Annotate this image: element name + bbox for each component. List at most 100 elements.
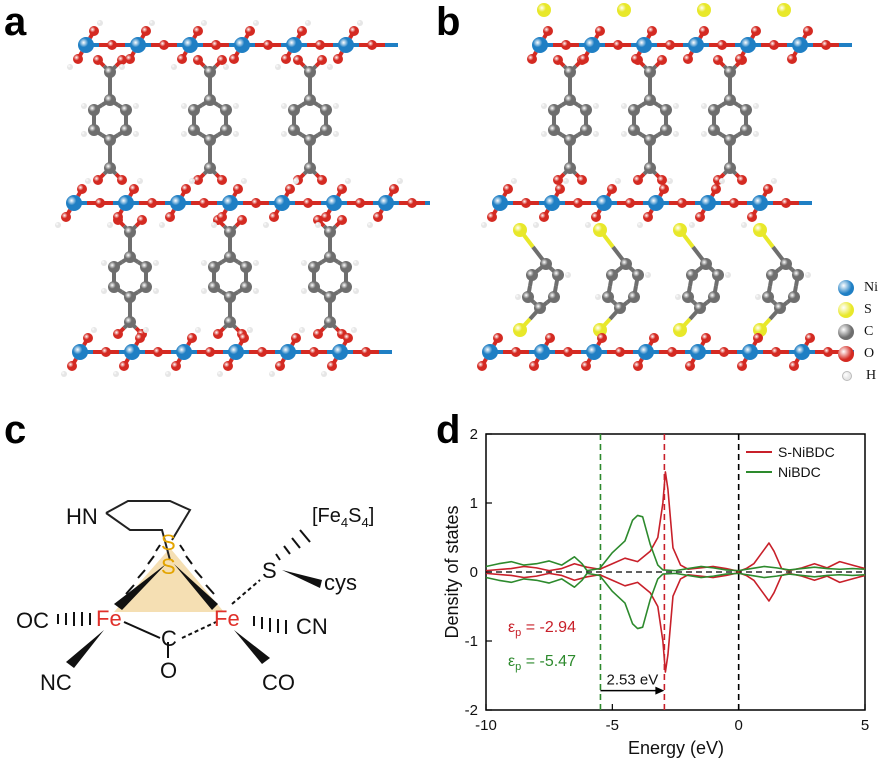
atom-h (253, 20, 259, 26)
atom-s (777, 3, 791, 17)
atom-o (213, 329, 223, 339)
atom-o (521, 198, 531, 208)
bridging-co-bond-right (181, 621, 217, 639)
atom-o (343, 333, 353, 343)
atom-legend-label: C (864, 324, 874, 339)
atom-o (237, 215, 247, 225)
atom-o (657, 175, 667, 185)
atom-o (695, 212, 705, 222)
atom-o (193, 26, 203, 36)
atom-ni (130, 37, 146, 53)
annotation-ep-nibdc: εp = -5.47 (508, 653, 576, 673)
atom-c (104, 162, 116, 174)
atom-c (188, 124, 200, 136)
atom-c (644, 66, 656, 78)
atom-legend-swatch (838, 324, 854, 340)
atom-ni (648, 195, 664, 211)
atom-c (620, 258, 632, 270)
azadithiolate-bridge-2 (105, 512, 171, 561)
atom-c (324, 226, 336, 238)
atom-o (217, 55, 227, 65)
atom-h (241, 178, 247, 184)
atom-c (104, 66, 116, 78)
atom-h (667, 178, 673, 184)
s-nibdc-lattice (477, 3, 854, 371)
atom-o (229, 54, 239, 64)
atom-o (113, 329, 123, 339)
label-cys: cys (324, 570, 357, 595)
atom-ni (742, 344, 758, 360)
atom-ni (118, 195, 134, 211)
atom-c (140, 281, 152, 293)
atom-o (543, 26, 553, 36)
atom-c (724, 94, 736, 106)
wedge-s-fe-right (174, 564, 218, 610)
atom-c (580, 104, 592, 116)
label-nc: NC (40, 670, 72, 695)
atom-o (633, 175, 643, 185)
atom-h (61, 371, 67, 377)
atom-h (181, 103, 187, 109)
fe-s-cys-bond (231, 579, 261, 605)
atom-c (124, 226, 136, 238)
atom-o (317, 175, 327, 185)
atom-h (351, 327, 357, 333)
atom-o (577, 175, 587, 185)
atom-o (77, 184, 87, 194)
atom-h (195, 327, 201, 333)
panel-a-letter: a (4, 0, 27, 44)
atom-h (321, 371, 327, 377)
atom-c (288, 124, 300, 136)
panel-b-letter: b (436, 0, 461, 44)
atom-c (120, 104, 132, 116)
atom-ni (690, 344, 706, 360)
atom-c (708, 124, 720, 136)
atom-c (304, 134, 316, 146)
atom-c (682, 291, 694, 303)
atom-ni (700, 195, 716, 211)
atom-h (113, 371, 119, 377)
atom-c (580, 124, 592, 136)
atom-c (724, 66, 736, 78)
atom-c (774, 302, 786, 314)
atom-o (211, 40, 221, 50)
atom-o (717, 40, 727, 50)
atom-c (220, 104, 232, 116)
atom-h (675, 294, 681, 300)
atom-h (593, 131, 599, 137)
wedge-nc-fe (66, 630, 104, 668)
atom-h (293, 178, 299, 184)
legend-label-s-nibdc: S-NiBDC (778, 444, 835, 460)
atom-h (281, 131, 287, 137)
atom-h (233, 103, 239, 109)
atom-c (140, 261, 152, 273)
atom-h (263, 222, 269, 228)
atom-c (224, 316, 236, 328)
gap-arrow-head (655, 686, 665, 695)
atom-s (697, 3, 711, 17)
atom-s (617, 3, 631, 17)
atom-legend-swatch (842, 371, 852, 381)
label-co: CO (262, 670, 295, 695)
label-oc: OC (16, 608, 49, 633)
atom-c (224, 251, 236, 263)
atom-c (124, 291, 136, 303)
atom-o (317, 55, 327, 65)
panel-b: b Ni S C O H (430, 0, 884, 400)
label-cn: CN (296, 614, 328, 639)
atom-h (333, 103, 339, 109)
atom-ni (176, 344, 192, 360)
atom-o (223, 361, 233, 371)
atom-h (201, 260, 207, 266)
atom-s (753, 223, 767, 237)
atom-h (637, 222, 643, 228)
atom-o (125, 54, 135, 64)
chart-legend: S-NiBDC NiBDC (746, 444, 835, 480)
atom-o (291, 333, 301, 343)
atom-s (513, 323, 527, 337)
nibdc-structure-image (55, 20, 430, 377)
nibdc-lattice (55, 20, 430, 377)
atom-ni (792, 37, 808, 53)
atom-c (204, 134, 216, 146)
atom-o (789, 361, 799, 371)
